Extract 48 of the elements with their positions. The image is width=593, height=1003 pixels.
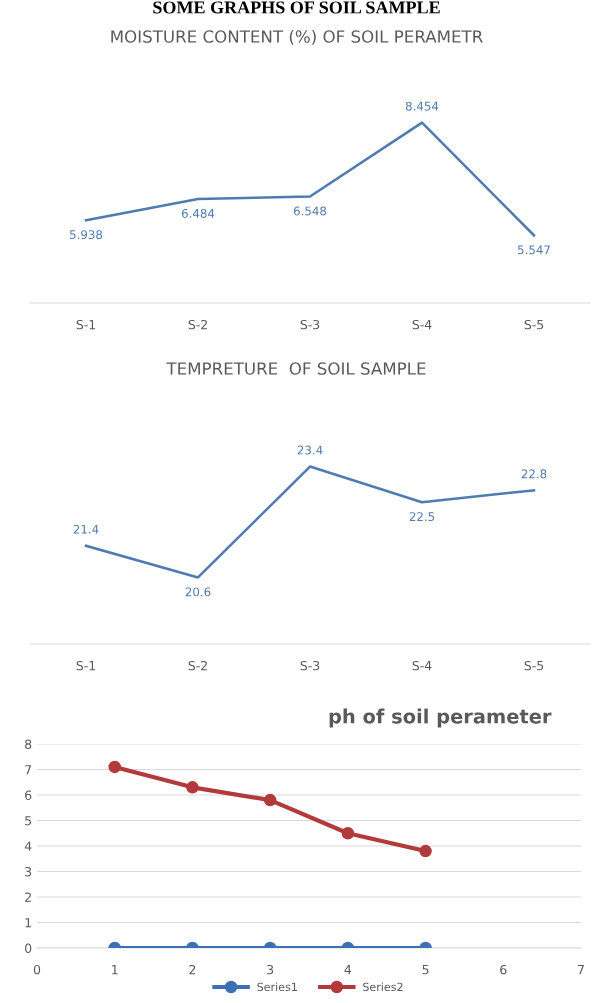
- point: [341, 826, 355, 840]
- x-tick-label: 2: [189, 964, 196, 975]
- x-tick-label: S-1: [76, 660, 96, 671]
- x-tick-label: S-5: [524, 660, 544, 671]
- chart-title: MOISTURE CONTENT (%) OF SOIL PERAMETR: [111, 29, 483, 45]
- y-tick-label: 0: [25, 943, 32, 953]
- y-tick-label: 7: [25, 765, 32, 775]
- y-tick-label: 6: [25, 790, 32, 800]
- x-tick-label: S-5: [524, 319, 544, 330]
- data-label: 21.4: [73, 524, 99, 534]
- x-tick-label: S-4: [412, 319, 432, 330]
- x-tick-label: 3: [267, 964, 274, 975]
- point: [263, 793, 277, 807]
- x-tick-label: 5: [422, 965, 429, 975]
- data-label: 20.6: [185, 587, 211, 597]
- x-tick-label: 1: [112, 965, 118, 975]
- chart-title: TEMPRETURE OF SOIL SAMPLE: [166, 362, 426, 375]
- x-tick-label: S-2: [188, 660, 207, 671]
- legend-label: Series1: [257, 982, 297, 992]
- x-tick-label: S-2: [188, 319, 207, 330]
- y-tick-label: 2: [25, 892, 31, 902]
- text: SOME GRAPHS OF SOIL SAMPLE: [153, 1, 440, 14]
- chart-title: ph of soil perameter: [329, 708, 552, 728]
- x-tick-label: S-3: [300, 319, 320, 330]
- legend-label: Series2: [363, 982, 403, 992]
- point: [108, 760, 121, 774]
- x-tick-label: S-4: [412, 660, 432, 671]
- x-tick-label: 4: [344, 965, 352, 975]
- y-tick-label: 8: [25, 739, 32, 749]
- data-label: 6.548: [293, 206, 327, 216]
- data-label: 5.938: [70, 230, 103, 240]
- x-tick-label: 6: [500, 964, 507, 975]
- data-label: 22.8: [521, 469, 547, 479]
- y-tick-label: 1: [25, 918, 31, 928]
- x-tick-label: 0: [33, 964, 41, 975]
- y-tick-label: 3: [25, 866, 32, 877]
- data-label: 23.4: [297, 445, 323, 455]
- y-tick-label: 5: [25, 816, 32, 826]
- data-label: 6.484: [181, 208, 215, 218]
- data-label: 8.454: [405, 101, 439, 111]
- y-tick-label: 4: [24, 841, 32, 851]
- point: [186, 781, 199, 794]
- x-tick-label: S-1: [76, 319, 96, 330]
- data-label: 22.5: [409, 512, 435, 522]
- x-tick-label: S-3: [300, 660, 320, 671]
- x-tick-label: 7: [578, 965, 584, 975]
- data-label: 5.547: [518, 245, 550, 255]
- point: [419, 844, 432, 858]
